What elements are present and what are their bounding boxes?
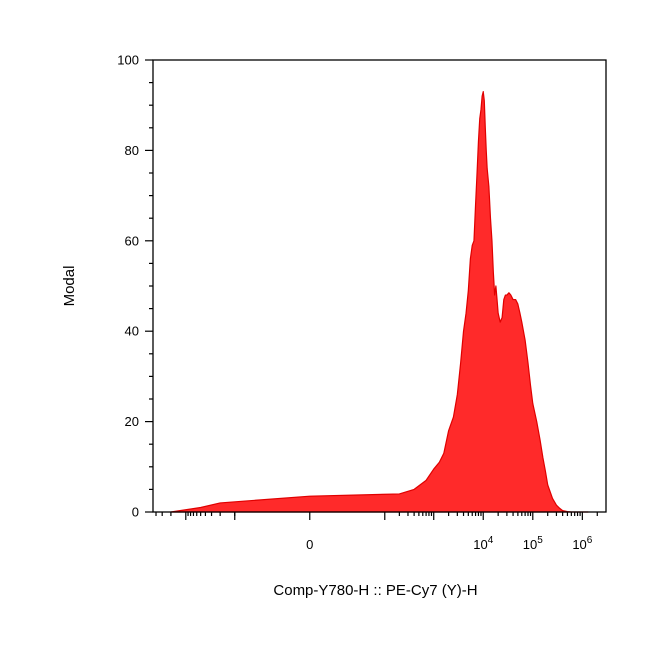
x-tick-label: 0 bbox=[306, 537, 313, 552]
histogram-area bbox=[170, 91, 589, 513]
y-axis: 0 20 40 60 80 100 bbox=[117, 53, 153, 520]
x-tick-base: 10 bbox=[523, 537, 537, 552]
x-axis-title: Comp-Y780-H :: PE-Cy7 (Y)-H bbox=[273, 582, 477, 599]
x-tick-label: 106 bbox=[572, 535, 592, 552]
x-tick-exponent: 4 bbox=[488, 535, 494, 546]
x-tick-exponent: 6 bbox=[587, 535, 593, 546]
x-tick-label: 105 bbox=[523, 535, 543, 552]
y-axis-title: Modal bbox=[61, 266, 78, 307]
x-tick-base: 10 bbox=[473, 537, 487, 552]
y-tick-label: 20 bbox=[125, 414, 139, 429]
y-tick-label: 40 bbox=[125, 324, 139, 339]
y-tick-label: 100 bbox=[117, 53, 139, 68]
x-tick-exponent: 5 bbox=[537, 535, 543, 546]
histogram-series bbox=[170, 91, 589, 513]
x-tick-label: 104 bbox=[473, 535, 493, 552]
x-axis: 0 104 105 106 bbox=[155, 512, 598, 552]
y-tick-label: 80 bbox=[125, 143, 139, 158]
y-tick-label: 0 bbox=[132, 505, 139, 520]
x-tick-base: 10 bbox=[572, 537, 586, 552]
y-tick-label: 60 bbox=[125, 233, 139, 248]
